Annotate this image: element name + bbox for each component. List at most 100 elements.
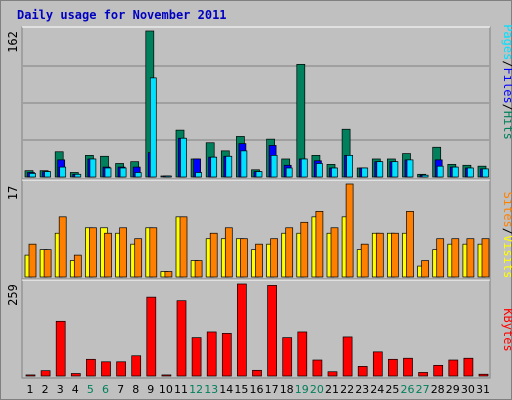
bottom-bar-kbytes-15	[237, 283, 247, 377]
middle-bar-sites-21	[330, 227, 339, 278]
x-tick-label-12: 12	[189, 383, 203, 396]
x-tick-label-24: 24	[370, 383, 384, 396]
top-bar-pages-28	[436, 165, 444, 178]
top-bar-pages-24	[376, 161, 384, 178]
bottom-bar-kbytes-29	[448, 359, 459, 377]
legend-top: Pages/Files/Hits	[501, 24, 512, 140]
x-tick-label-25: 25	[385, 383, 399, 396]
bottom-bar-kbytes-30	[463, 357, 474, 377]
top-bar-pages-16	[255, 171, 263, 178]
bottom-bar-kbytes-28	[433, 364, 444, 377]
middle-bar-sites-30	[466, 238, 475, 278]
top-bar-pages-20	[316, 163, 323, 178]
bottom-bar-kbytes-25	[388, 358, 398, 377]
x-tick-label-16: 16	[250, 383, 264, 396]
bottom-bar-kbytes-21	[327, 371, 338, 377]
x-tick-label-11: 11	[174, 383, 188, 396]
x-tick-label-17: 17	[265, 383, 279, 396]
bottom-bar-kbytes-26	[403, 357, 413, 377]
top-bar-pages-23	[361, 167, 369, 178]
x-tick-label-10: 10	[159, 383, 173, 396]
top-bar-pages-2	[44, 171, 51, 178]
legend-entry: /	[501, 104, 512, 111]
middle-bar-sites-1	[28, 243, 37, 278]
top-bar-pages-18	[285, 167, 293, 178]
x-tick-label-26: 26	[401, 383, 415, 396]
bottom-bar-kbytes-17	[267, 285, 277, 377]
top-bar-pages-19	[300, 158, 308, 178]
top-bar-pages-26	[406, 159, 414, 178]
middle-bar-sites-2	[43, 249, 52, 278]
chart-title: Daily usage for November 2011	[17, 8, 227, 22]
middle-bar-sites-15	[240, 238, 248, 278]
middle-bar-sites-23	[360, 243, 369, 278]
bottom-bar-kbytes-5	[86, 358, 96, 377]
scale-label-bottom: 259	[6, 284, 20, 306]
middle-bar-sites-25	[391, 232, 399, 278]
x-tick-label-14: 14	[219, 383, 233, 396]
x-tick-label-2: 2	[42, 383, 49, 396]
bottom-bar-kbytes-8	[131, 355, 142, 377]
bottom-bar-kbytes-1	[25, 374, 36, 377]
top-bar-pages-4	[74, 173, 82, 178]
middle-bar-sites-8	[134, 238, 143, 278]
legend-middle: Sites/Visits	[501, 192, 512, 279]
bottom-bar-kbytes-27	[418, 372, 428, 377]
middle-bar-sites-3	[58, 216, 67, 278]
scale-label-top: 162	[6, 31, 20, 53]
middle-bar-sites-18	[285, 227, 294, 278]
x-tick-label-9: 9	[147, 383, 154, 396]
x-tick-label-15: 15	[234, 383, 248, 396]
bottom-bar-kbytes-22	[342, 336, 353, 377]
bottom-bar-kbytes-11	[176, 300, 187, 377]
middle-bar-sites-26	[406, 211, 414, 278]
middle-bar-sites-5	[89, 227, 97, 278]
top-bar-pages-31	[482, 168, 489, 178]
legend-entry: Sites	[501, 192, 512, 228]
x-tick-label-5: 5	[87, 383, 94, 396]
top-bar-pages-11	[180, 137, 187, 178]
middle-bar-sites-7	[119, 227, 127, 278]
x-tick-label-8: 8	[132, 383, 139, 396]
middle-bar-sites-9	[149, 227, 158, 278]
x-tick-label-31: 31	[476, 383, 490, 396]
x-tick-label-18: 18	[280, 383, 294, 396]
top-bar-pages-3	[59, 166, 67, 178]
top-bar-pages-9	[149, 77, 157, 178]
middle-bar-sites-20	[315, 211, 324, 278]
legend-entry: Pages	[501, 24, 512, 60]
bottom-bar-kbytes-23	[357, 366, 368, 377]
x-tick-label-29: 29	[446, 383, 460, 396]
legend-entry: Hits	[501, 111, 512, 140]
middle-bar-sites-27	[421, 260, 429, 278]
bottom-bar-kbytes-9	[146, 296, 157, 377]
x-tick-label-4: 4	[72, 383, 79, 396]
bottom-bar-kbytes-10	[161, 374, 172, 377]
bottom-bar-kbytes-24	[372, 351, 383, 377]
legend-entry: Files	[501, 68, 512, 104]
x-tick-label-6: 6	[102, 383, 109, 396]
top-bar-pages-12	[195, 172, 202, 178]
top-bar-pages-27	[421, 174, 429, 178]
top-bar-pages-10	[165, 175, 172, 178]
top-bar-pages-29	[451, 166, 459, 178]
x-tick-label-19: 19	[295, 383, 309, 396]
top-bar-pages-7	[119, 167, 127, 178]
bottom-bar-kbytes-13	[206, 331, 217, 377]
top-bar-pages-25	[391, 161, 399, 178]
top-bar-pages-1	[29, 173, 36, 178]
top-bar-pages-17	[270, 155, 278, 178]
top-bar-pages-6	[104, 167, 112, 178]
middle-bar-sites-4	[73, 254, 82, 278]
bottom-bar-kbytes-19	[297, 331, 308, 377]
bottom-bar-kbytes-31	[478, 373, 489, 377]
x-tick-label-30: 30	[461, 383, 475, 396]
middle-bar-sites-16	[255, 243, 263, 278]
legend-entry: Visits	[501, 235, 512, 278]
bottom-bar-kbytes-20	[312, 359, 323, 377]
legend-entry: /	[501, 60, 512, 67]
bottom-bar-kbytes-18	[282, 337, 293, 377]
bottom-bar-kbytes-4	[70, 373, 81, 377]
top-bar-pages-14	[225, 155, 233, 178]
